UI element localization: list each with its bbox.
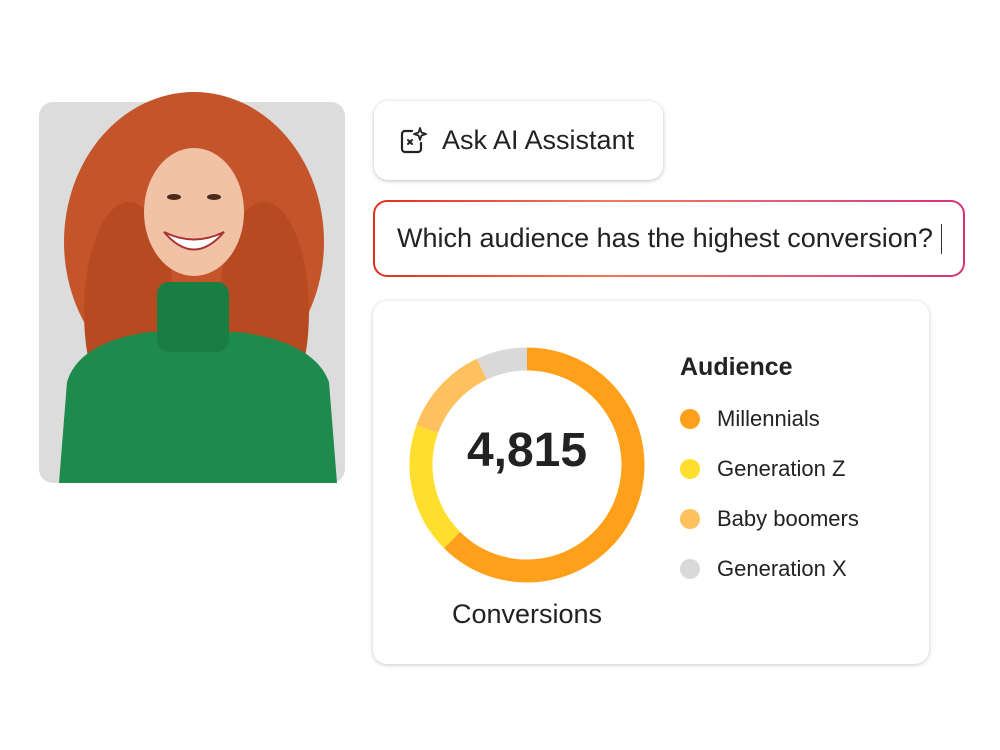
legend-dot-icon xyxy=(680,559,700,579)
conversions-chart-card: 4,815 Conversions Audience Millennials Ge… xyxy=(373,301,929,664)
total-conversions-value: 4,815 xyxy=(466,424,588,477)
legend-label: Generation X xyxy=(717,556,847,581)
donut-segment-baby-boomers xyxy=(416,358,488,434)
legend-item: Generation Z xyxy=(680,444,859,494)
text-caret xyxy=(940,223,943,254)
legend-item: Generation X xyxy=(680,544,859,594)
legend-dot-icon xyxy=(680,459,700,479)
legend-dot-icon xyxy=(680,509,700,529)
donut-chart xyxy=(409,347,645,583)
donut-segment-generation-x xyxy=(476,347,528,380)
legend-dot-icon xyxy=(680,409,700,429)
donut-segment-generation-z xyxy=(409,425,461,549)
legend-item: Baby boomers xyxy=(680,494,859,544)
legend-title: Audience xyxy=(680,353,793,381)
legend-label: Baby boomers xyxy=(717,506,859,531)
prompt-text: Which audience has the highest conversio… xyxy=(397,223,933,253)
legend-label: Generation Z xyxy=(717,456,846,481)
ai-sparkle-icon xyxy=(400,126,427,153)
ask-ai-assistant-button[interactable]: Ask AI Assistant xyxy=(374,101,663,180)
prompt-input[interactable]: Which audience has the highest conversio… xyxy=(373,200,965,277)
chart-caption: Conversions xyxy=(451,599,603,629)
ask-ai-assistant-label: Ask AI Assistant xyxy=(442,125,635,155)
chart-legend: Audience Millennials Generation Z Baby boo… xyxy=(680,353,859,594)
donut-segment-millennials xyxy=(443,347,645,583)
person-photo xyxy=(39,92,345,483)
legend-item: Millennials xyxy=(680,394,859,444)
legend-label: Millennials xyxy=(717,406,820,431)
person-illustration xyxy=(59,92,337,483)
